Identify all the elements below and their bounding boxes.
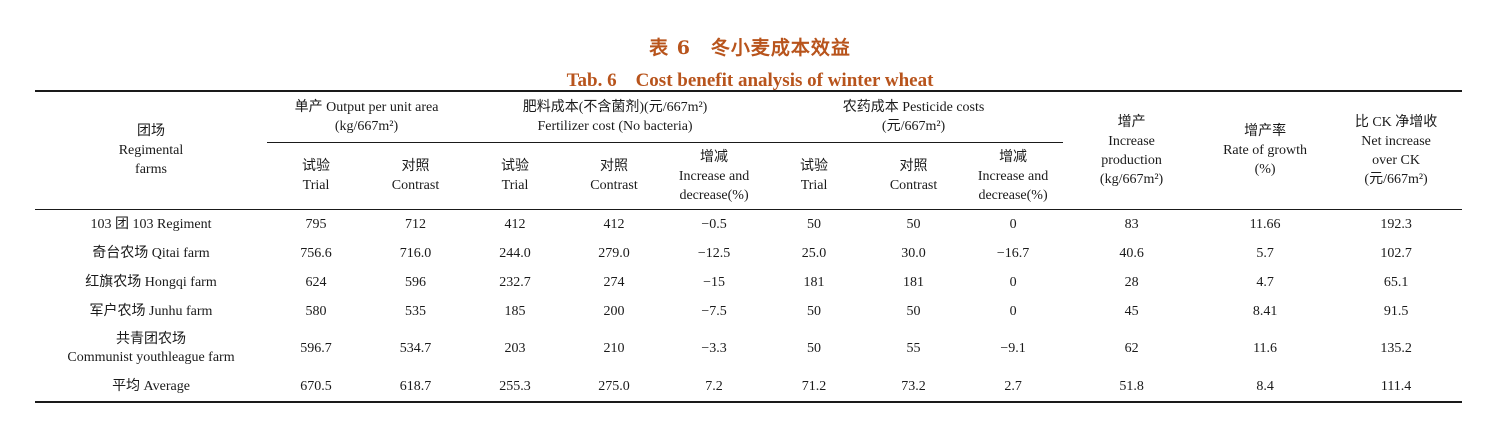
cell: 670.5 xyxy=(267,372,365,403)
cell: −12.5 xyxy=(697,246,731,261)
header-output-contrast: 对照 Contrast xyxy=(365,142,467,210)
cell: 712 xyxy=(405,217,426,232)
row-farm: 103 团 103 Regiment xyxy=(90,217,212,232)
cell: 8.4 xyxy=(1200,372,1331,403)
table-row: 平均 Average 670.5 618.7 255.3 275.0 7.2 7… xyxy=(35,372,1463,403)
cell: 71.2 xyxy=(764,372,865,403)
header-rate-of-growth: 增产率 Rate of growth (%) xyxy=(1200,90,1331,210)
cell: 185 xyxy=(504,304,526,319)
header-fert-incdec: 增减 Increase and decrease(%) xyxy=(664,142,765,210)
cell: −9.1 xyxy=(1000,341,1026,356)
cell: 274 xyxy=(603,275,625,290)
cell: 275.0 xyxy=(564,372,665,403)
cell: 50 xyxy=(906,217,921,232)
cell: 45 xyxy=(1124,304,1139,319)
cell: 7.2 xyxy=(664,372,765,403)
cell: 55 xyxy=(906,341,921,356)
row-farm: 平均 Average xyxy=(35,372,267,403)
cell: 11.6 xyxy=(1253,341,1278,356)
cell: 181 xyxy=(903,275,925,290)
cell: 210 xyxy=(603,341,625,356)
header-pest-incdec: 增减 Increase and decrease(%) xyxy=(963,142,1064,210)
header-output-trial: 试验 Trial xyxy=(267,142,365,210)
cell: 0 xyxy=(1009,275,1017,290)
cell: 624 xyxy=(305,275,327,290)
cell: −3.3 xyxy=(701,341,727,356)
cell: 11.66 xyxy=(1249,217,1281,232)
cell: 2.7 xyxy=(963,372,1064,403)
cell: 91.5 xyxy=(1383,304,1409,319)
cell: 73.2 xyxy=(864,372,964,403)
header-fert-contrast: 对照 Contrast xyxy=(564,142,665,210)
cell: 795 xyxy=(305,217,327,232)
header-pest-trial: 试验 Trial xyxy=(764,142,865,210)
header-output-group: 单产 Output per unit area (kg/667m²) xyxy=(267,90,467,143)
cell: 28 xyxy=(1124,275,1139,290)
cell: 62 xyxy=(1124,341,1139,356)
cell: 0 xyxy=(1009,304,1017,319)
row-farm: 奇台农场 Qitai farm xyxy=(92,246,210,261)
cell: 135.2 xyxy=(1380,341,1412,356)
cell: 40.6 xyxy=(1119,246,1144,261)
table-row: 103 团 103 Regiment 795 712 412 412 −0.5 … xyxy=(35,210,1462,240)
cell: −7.5 xyxy=(701,304,727,319)
header-pesticide-group: 农药成本 Pesticide costs (元/667m²) xyxy=(764,90,1064,143)
cell: 412 xyxy=(504,217,526,232)
table-title-en: Tab. 6 Cost benefit analysis of winter w… xyxy=(566,70,934,91)
cell: 618.7 xyxy=(365,372,467,403)
cell: −0.5 xyxy=(701,217,727,232)
cell: 5.7 xyxy=(1256,246,1274,261)
table-row: 共青团农场 Communist youthleague farm 596.7 53… xyxy=(35,326,1462,372)
cell: 25.0 xyxy=(801,246,827,261)
row-farm: 共青团农场 Communist youthleague farm xyxy=(67,332,235,365)
cell: 596 xyxy=(405,275,426,290)
cell: 412 xyxy=(603,217,625,232)
cell: 580 xyxy=(305,304,327,319)
header-farm: 团场 Regimental farms xyxy=(35,90,267,210)
cell: 232.7 xyxy=(499,275,531,290)
header-fertilizer-group: 肥料成本(不含菌剂)(元/667m²) Fertilizer cost (No … xyxy=(466,90,765,143)
cell: 51.8 xyxy=(1063,372,1201,403)
cell: 244.0 xyxy=(499,246,531,261)
cell: 535 xyxy=(405,304,426,319)
row-farm: 红旗农场 Hongqi farm xyxy=(85,275,217,290)
cell: 111.4 xyxy=(1330,372,1463,403)
header-increase-production: 增产 Increase production (kg/667m²) xyxy=(1063,90,1201,210)
cell: −16.7 xyxy=(996,246,1030,261)
row-farm: 军户农场 Junhu farm xyxy=(89,304,213,319)
cell: 65.1 xyxy=(1383,275,1409,290)
cell: −15 xyxy=(703,275,725,290)
cost-benefit-table: 团场 Regimental farms 单产 Output per unit a… xyxy=(35,90,1463,403)
cell: 50 xyxy=(807,341,822,356)
cell: 192.3 xyxy=(1380,217,1412,232)
header-net-increase: 比 CK 净增收 Net increase over CK (元/667m²) xyxy=(1330,90,1463,210)
cell: 83 xyxy=(1124,217,1139,232)
cell: 534.7 xyxy=(399,341,432,356)
header-fert-trial: 试验 Trial xyxy=(466,142,565,210)
cell: 8.41 xyxy=(1252,304,1278,319)
cell: 596.7 xyxy=(300,341,332,356)
cell: 50 xyxy=(906,304,921,319)
cell: 30.0 xyxy=(901,246,926,261)
cell: 255.3 xyxy=(466,372,565,403)
cell: 50 xyxy=(807,304,822,319)
cell: 203 xyxy=(504,341,526,356)
table-row: 红旗农场 Hongqi farm 624 596 232.7 274 −15 1… xyxy=(35,268,1462,297)
cell: 181 xyxy=(803,275,825,290)
table-row: 奇台农场 Qitai farm 756.6 716.0 244.0 279.0 … xyxy=(35,239,1462,268)
cell: 756.6 xyxy=(300,246,332,261)
header-pest-contrast: 对照 Contrast xyxy=(864,142,964,210)
cell: 200 xyxy=(603,304,625,319)
cell: 50 xyxy=(807,217,822,232)
cell: 279.0 xyxy=(598,246,630,261)
cell: 4.7 xyxy=(1256,275,1274,290)
cell: 0 xyxy=(1009,217,1017,232)
table-title-cn: 表 6 冬小麦成本效益 xyxy=(649,37,851,59)
table-row: 军户农场 Junhu farm 580 535 185 200 −7.5 50 … xyxy=(35,297,1462,326)
cell: 716.0 xyxy=(399,246,432,261)
cell: 102.7 xyxy=(1380,246,1412,261)
